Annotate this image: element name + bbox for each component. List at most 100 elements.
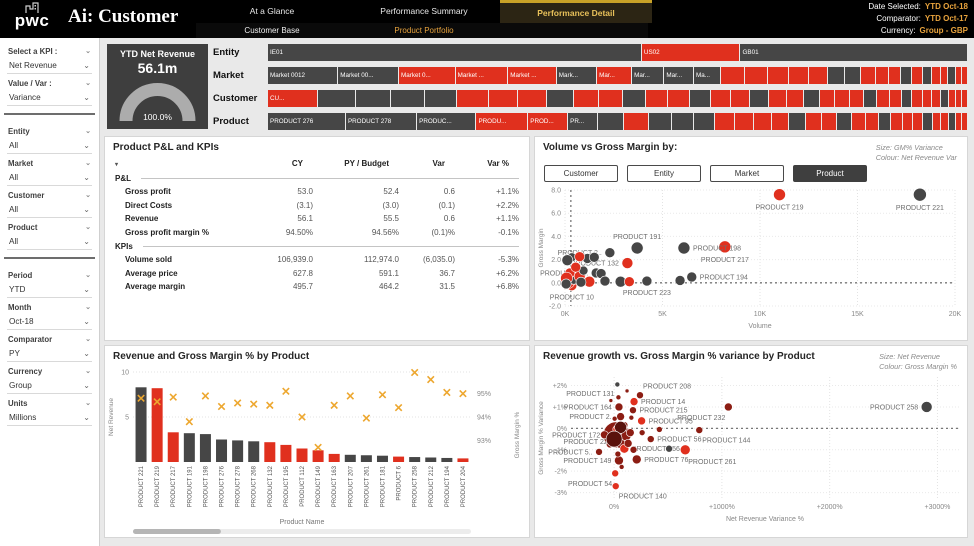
gm-x-marker[interactable] <box>394 403 403 412</box>
decomp-segment[interactable] <box>955 90 962 107</box>
decomp-segment[interactable] <box>891 113 902 130</box>
tab-at-a-glance[interactable]: At a Glance <box>249 6 295 16</box>
decomp-segment[interactable] <box>912 67 922 84</box>
decomp-segment[interactable] <box>694 113 714 130</box>
scatter-point[interactable] <box>588 251 600 263</box>
bar[interactable] <box>264 442 276 462</box>
bar[interactable] <box>409 457 421 462</box>
column-header[interactable]: PY / Budget <box>344 158 389 168</box>
decomp-segment[interactable] <box>901 90 912 107</box>
bar[interactable] <box>376 455 388 462</box>
decomp-segment[interactable]: PRODU... <box>476 113 528 130</box>
bar[interactable] <box>328 453 340 462</box>
decomp-segment[interactable] <box>789 113 806 130</box>
gm-x-marker[interactable] <box>426 375 435 384</box>
decomp-segment[interactable] <box>488 90 518 107</box>
decomp-segment[interactable] <box>845 67 861 84</box>
toggle-customer[interactable]: Customer <box>544 165 618 182</box>
decomp-segment[interactable] <box>941 113 949 130</box>
bar[interactable] <box>232 440 244 462</box>
tab-product-portfolio[interactable]: Product Portfolio <box>394 26 454 35</box>
scatter-point[interactable] <box>920 401 933 413</box>
scatter-point[interactable] <box>614 450 622 458</box>
decomp-segment[interactable] <box>962 113 968 130</box>
decomp-segment[interactable]: Market 0... <box>398 67 455 84</box>
filter-label-product[interactable]: Product ⌄ <box>7 218 92 234</box>
filter-label-period[interactable]: Period ⌄ <box>7 266 92 282</box>
decomp-segment[interactable] <box>424 90 457 107</box>
scatter-point[interactable] <box>575 276 587 288</box>
table-row[interactable]: Revenue 56.1 55.5 0.6 +1.1% <box>115 212 519 226</box>
decomp-segment[interactable] <box>948 90 955 107</box>
filter-dropdown-month[interactable]: Oct-18 ⌄ <box>7 314 92 330</box>
decomp-segment[interactable] <box>956 113 962 130</box>
decomp-segment[interactable]: Market ... <box>508 67 556 84</box>
decomp-segment[interactable] <box>932 67 940 84</box>
decomp-segment[interactable] <box>546 90 573 107</box>
scatter-point[interactable] <box>614 420 627 434</box>
scatter-point[interactable] <box>724 402 733 412</box>
bar[interactable] <box>216 439 228 463</box>
decomp-segment[interactable] <box>822 113 837 130</box>
decomp-segment[interactable] <box>806 113 822 130</box>
column-header[interactable]: Var % <box>487 158 509 168</box>
scatter-point[interactable] <box>641 275 653 287</box>
decomp-segment[interactable] <box>730 90 750 107</box>
filter-dropdown-market[interactable]: All ⌄ <box>7 170 92 186</box>
gm-x-marker[interactable] <box>298 413 306 421</box>
table-row[interactable]: Gross profit 53.0 52.4 0.6 +1.1% <box>115 185 519 199</box>
scatter-point[interactable] <box>624 276 635 287</box>
bar[interactable] <box>183 433 195 462</box>
decomp-segment[interactable] <box>850 90 864 107</box>
decomp-segment[interactable]: Mark... <box>556 67 597 84</box>
decomp-segment[interactable] <box>809 67 827 84</box>
decomp-segment[interactable] <box>861 67 875 84</box>
scrollbar-thumb[interactable] <box>133 529 221 534</box>
filter-label-units[interactable]: Units ⌄ <box>7 394 92 410</box>
decomp-segment[interactable] <box>648 113 672 130</box>
tab-customer-base[interactable]: Customer Base <box>244 26 300 35</box>
decomp-segment[interactable] <box>948 67 955 84</box>
bar[interactable] <box>135 387 147 462</box>
gm-x-marker[interactable] <box>201 392 210 400</box>
decomp-segment[interactable]: Market 00... <box>338 67 398 84</box>
decomp-segment[interactable] <box>962 90 967 107</box>
decomp-segment[interactable]: Market 0012 <box>268 67 338 84</box>
scatter-point[interactable] <box>574 251 585 262</box>
filter-dropdown-product[interactable]: All ⌄ <box>7 234 92 250</box>
toggle-product[interactable]: Product <box>793 165 867 182</box>
decomp-segment[interactable]: PR... <box>568 113 597 130</box>
scatter-point[interactable] <box>605 430 623 448</box>
decomp-segment[interactable] <box>518 90 546 107</box>
decomp-segment[interactable] <box>624 113 648 130</box>
scatter-point[interactable] <box>623 439 633 448</box>
decomp-segment[interactable] <box>889 90 901 107</box>
scatter-point[interactable] <box>631 454 642 465</box>
bar[interactable] <box>360 455 372 462</box>
scatter-point[interactable] <box>646 435 655 443</box>
sort-icon[interactable]: ▾ <box>115 161 119 168</box>
scatter-point[interactable] <box>625 428 635 437</box>
decomp-segment[interactable] <box>789 67 809 84</box>
scatter-point[interactable] <box>628 414 635 421</box>
decomp-segment[interactable] <box>714 113 734 130</box>
filter-dropdown-customer[interactable]: All ⌄ <box>7 202 92 218</box>
decomp-segment[interactable] <box>902 113 913 130</box>
gm-x-marker[interactable] <box>233 399 242 407</box>
filter-dropdown-units[interactable]: Millions ⌄ <box>7 410 92 426</box>
toggle-entity[interactable]: Entity <box>627 165 701 182</box>
decomp-segment[interactable]: CU... <box>268 90 318 107</box>
column-header[interactable]: Var <box>432 158 445 168</box>
decomp-segment[interactable] <box>720 67 744 84</box>
table-row[interactable]: Average price 627.8 591.1 36.7 +6.2% <box>115 267 519 281</box>
decomp-segment[interactable] <box>819 90 835 107</box>
scatter-point[interactable] <box>630 241 644 255</box>
filter-label-value-var[interactable]: Value / Var : ⌄ <box>7 74 92 90</box>
decomp-segment[interactable]: GB01 <box>740 44 967 61</box>
decomp-segment[interactable] <box>851 113 865 130</box>
filter-label-currency[interactable]: Currency ⌄ <box>7 362 92 378</box>
decomp-segment[interactable] <box>672 113 694 130</box>
toggle-market[interactable]: Market <box>710 165 784 182</box>
gm-x-marker[interactable] <box>266 401 274 410</box>
scatter-point[interactable] <box>629 397 639 406</box>
